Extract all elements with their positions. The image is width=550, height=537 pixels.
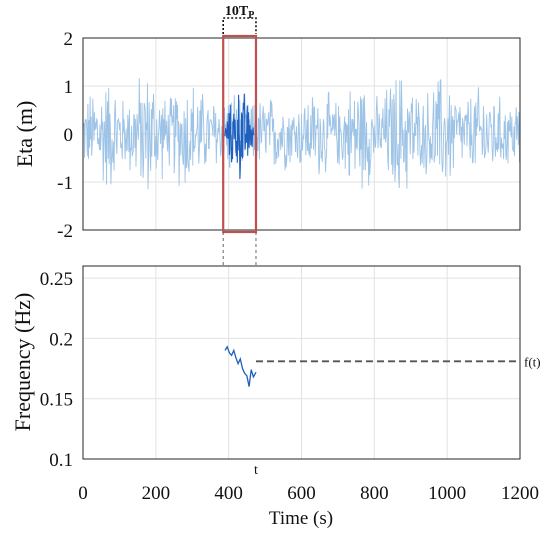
x-tick-label: 0 [78,483,88,504]
10tp-label: 10TP [225,4,254,21]
frequency-y-tick-label: 0.15 [40,390,73,411]
x-tick-label: 200 [142,483,171,504]
eta-y-tick-label: 2 [64,29,74,50]
eta-y-axis-label: Eta (m) [12,101,37,168]
eta-highlight-line [224,93,255,180]
frequency-x-ticks: 0 200 400 600 800 1000 1200 [78,483,539,504]
frequency-panel: f(t) t 0.1 0.15 0.2 0.25 0 200 400 600 800 1000 12… [10,265,541,529]
eta-series-line [82,78,521,190]
eta-y-tick-label: -2 [57,221,73,242]
frequency-axes-box [82,265,521,460]
frequency-y-tick-label: 0.1 [49,450,73,471]
eta-axes-box [82,37,521,231]
frequency-series-line [224,345,257,387]
eta-series [82,78,521,190]
x-tick-label: 600 [287,483,316,504]
eta-y-tick-label: 1 [64,77,74,98]
eta-y-ticks: -2 -1 0 1 2 [57,29,73,242]
10tp-bracket-line [222,17,257,34]
highlight-window [222,34,258,234]
eta-y-tick-label: -1 [57,173,73,194]
ft-label: f(t) [524,354,541,369]
x-tick-label: 400 [214,483,243,504]
x-tick-label: 800 [360,483,389,504]
frequency-series: f(t) t [224,345,541,478]
t-marker-label: t [254,463,258,478]
frequency-y-axis-label: Frequency (Hz) [10,293,35,432]
frequency-y-tick-label: 0.25 [40,269,73,290]
frequency-y-tick-label: 0.2 [49,329,73,350]
x-tick-label: 1200 [501,483,539,504]
10tp-bracket: 10TP [222,4,257,34]
x-tick-label: 1000 [428,483,466,504]
eta-panel: -2 -1 0 1 2 10TP Eta (m) [12,4,521,242]
frequency-y-ticks: 0.1 0.15 0.2 0.25 [40,269,73,471]
x-axis-label: Time (s) [269,508,333,529]
eta-y-tick-label: 0 [64,125,74,146]
